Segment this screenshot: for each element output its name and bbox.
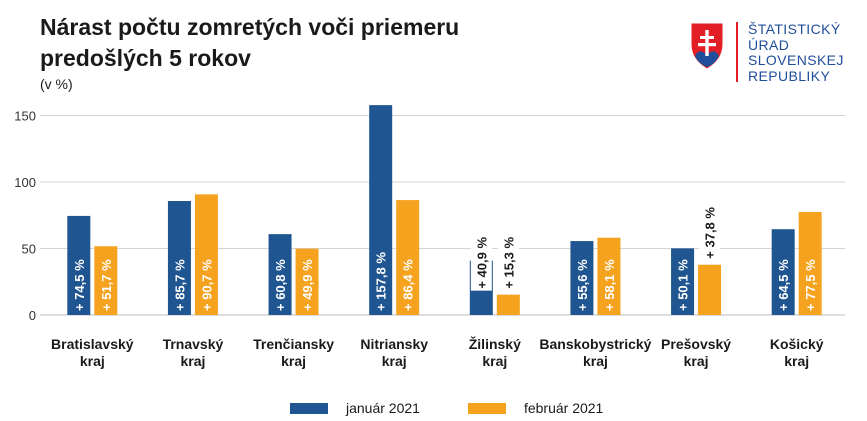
data-label: + 58,1 % (602, 259, 617, 311)
category-label: kraj (583, 353, 608, 369)
data-label: + 51,7 % (99, 259, 114, 311)
data-label-background (470, 226, 492, 291)
logo-text-line-2: ÚRAD (748, 36, 790, 53)
bar-january (268, 234, 292, 315)
data-label-background (497, 226, 519, 291)
bar-february (94, 246, 118, 315)
category-label: Nitriansky (360, 336, 428, 352)
category-label: kraj (684, 353, 709, 369)
legend: január 2021 február 2021 (290, 398, 651, 418)
category-label: kraj (784, 353, 809, 369)
legend-swatch-january (290, 402, 328, 414)
unit-label: (v %) (40, 76, 73, 92)
legend-item-february: február 2021 (467, 400, 604, 416)
bar-february (295, 248, 319, 315)
bar-february (798, 211, 822, 315)
data-label: + 86,4 % (401, 259, 416, 311)
chart-title-line-2: predošlých 5 rokov (40, 45, 251, 71)
logo-divider (736, 22, 738, 82)
statistical-office-logo: ŠTATISTICKÝ ÚRAD SLOVENSKEJ REPUBLIKY (690, 21, 860, 86)
logo-text-line-3: SLOVENSKEJ (748, 52, 844, 68)
category-label: kraj (180, 353, 205, 369)
legend-label-january: január 2021 (346, 400, 420, 416)
data-label: + 90,7 % (199, 259, 214, 311)
bar-february (396, 200, 420, 315)
category-label: kraj (482, 353, 507, 369)
legend-item-january: január 2021 (290, 400, 420, 416)
category-label: Trnavský (163, 336, 224, 352)
y-tick-label: 0 (29, 308, 36, 323)
logo-text-line-1: ŠTATISTICKÝ (748, 21, 841, 37)
category-label: Prešovský (661, 336, 731, 352)
category-label: kraj (382, 353, 407, 369)
data-label: + 64,5 % (776, 259, 791, 311)
bar-january (167, 201, 191, 315)
category-label: Trenčiansky (253, 336, 334, 352)
logo-text-line-4: REPUBLIKY (748, 67, 831, 84)
data-label: + 50,1 % (676, 259, 691, 311)
category-label: Košický (770, 336, 824, 352)
data-label: + 49,9 % (300, 259, 315, 311)
data-label: + 77,5 % (803, 259, 818, 311)
slovak-coat-of-arms-icon (690, 22, 724, 70)
bar-january (570, 241, 594, 315)
data-label: + 15,3 % (501, 237, 516, 289)
bar-january (369, 105, 393, 315)
legend-label-february: február 2021 (523, 400, 604, 416)
y-tick-label: 100 (14, 175, 36, 190)
y-tick-label: 150 (14, 109, 36, 124)
data-label: + 157,8 % (374, 252, 389, 311)
category-label: kraj (80, 353, 105, 369)
y-tick-label: 50 (22, 242, 36, 257)
bar-february (597, 237, 621, 315)
data-label: + 37,8 % (703, 207, 718, 259)
data-label-background (699, 196, 721, 261)
chart-title: Nárast počtu zomretých voči priemeru pre… (40, 12, 459, 74)
data-label: + 55,6 % (575, 259, 590, 311)
category-label: Žilinský (469, 335, 521, 352)
bar-february (698, 264, 722, 315)
bar-february (194, 194, 218, 315)
category-label: Bratislavský (51, 336, 134, 352)
bar-january (771, 229, 795, 315)
logo-text: ŠTATISTICKÝ ÚRAD SLOVENSKEJ REPUBLIKY (748, 21, 844, 84)
data-label: + 40,9 % (474, 237, 489, 289)
category-label: Banskobystrický (539, 336, 651, 352)
category-label: kraj (281, 353, 306, 369)
bar-february (496, 294, 520, 315)
data-label: + 60,8 % (273, 259, 288, 311)
chart-title-line-1: Nárast počtu zomretých voči priemeru (40, 14, 460, 40)
bar-january (67, 215, 91, 315)
data-label: + 85,7 % (172, 259, 187, 311)
legend-swatch-february (467, 402, 506, 414)
data-label: + 74,5 % (72, 259, 87, 311)
bar-january (671, 248, 695, 315)
